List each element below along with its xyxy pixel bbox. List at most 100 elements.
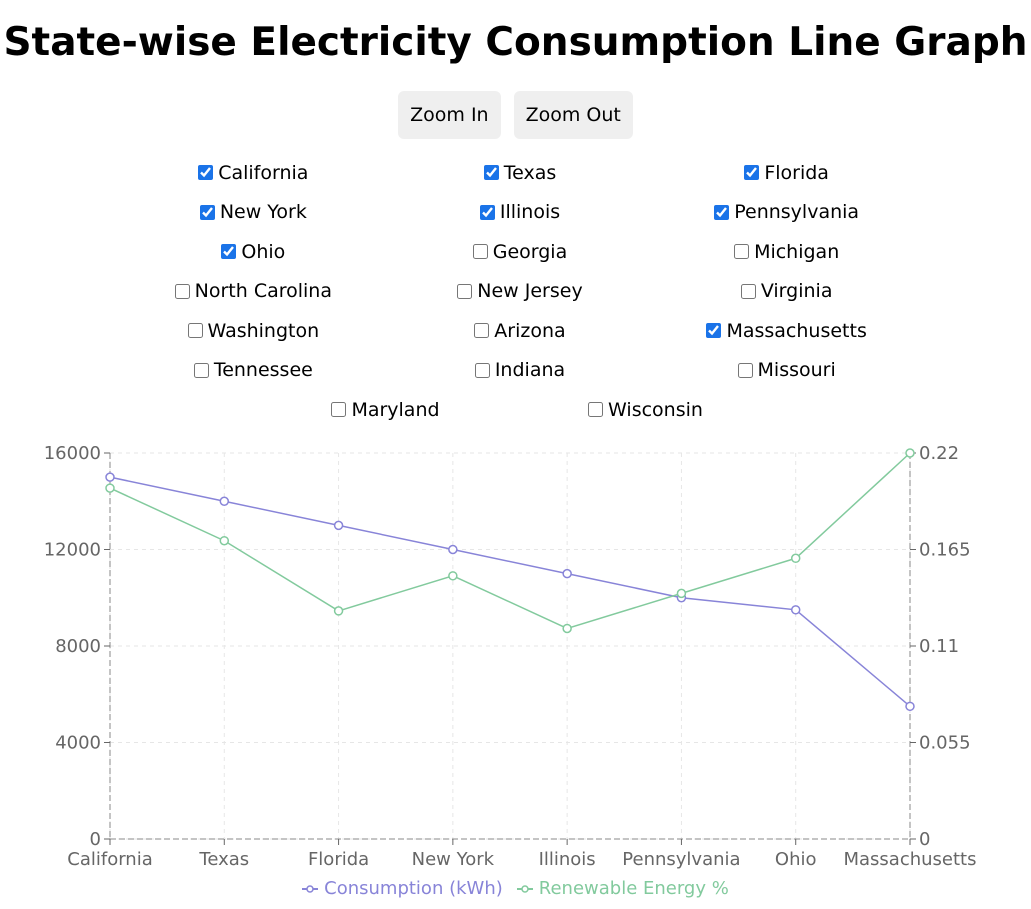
x-tick-label: Florida (308, 849, 369, 870)
state-label: Florida (764, 161, 829, 184)
state-checkbox[interactable] (198, 165, 214, 181)
y-right-tick-label: 0.11 (919, 636, 959, 657)
data-point (219, 535, 230, 546)
state-option[interactable]: Arizona (387, 311, 654, 351)
x-tick-label: California (67, 849, 152, 870)
state-checkbox[interactable] (474, 362, 490, 378)
y-left-tick-label: 12000 (44, 540, 101, 561)
y-left-tick-label: 8000 (55, 636, 101, 657)
state-checkbox[interactable] (221, 244, 237, 260)
state-label: Ohio (241, 240, 286, 263)
state-checkbox[interactable] (457, 283, 473, 299)
data-point (448, 571, 458, 581)
state-checkbox[interactable] (187, 323, 203, 339)
data-point (333, 606, 344, 616)
state-option[interactable]: North Carolina (120, 272, 387, 312)
state-checkbox[interactable] (714, 204, 730, 220)
y-right-tick-label: 0.165 (919, 540, 971, 561)
data-point (333, 520, 344, 531)
line-chart: 0 4000 8000 12000 16000 0 0.055 0.11 0.165 0.22 Ca… (44, 443, 977, 870)
state-label: Arizona (494, 319, 566, 342)
state-checkbox[interactable] (199, 204, 215, 220)
data-point (562, 568, 572, 579)
state-label: Texas (503, 161, 557, 184)
state-label: California (218, 161, 309, 184)
x-tick-label: Texas (198, 849, 249, 870)
state-label: Virginia (760, 280, 833, 303)
legend-item: Consumption (kWh) (302, 878, 503, 899)
state-option[interactable]: Indiana (387, 351, 654, 391)
data-point (219, 496, 230, 506)
state-label: North Carolina (194, 280, 332, 303)
zoom-controls: Zoom In Zoom Out (0, 91, 1031, 139)
state-option[interactable]: Missouri (653, 351, 920, 391)
state-checkbox[interactable] (588, 402, 604, 418)
state-label: Indiana (494, 359, 566, 382)
zoom-in-button[interactable]: Zoom In (398, 91, 501, 139)
legend-label: Renewable Energy % (538, 878, 729, 899)
state-option[interactable]: Washington (120, 311, 387, 351)
state-checkbox[interactable] (174, 283, 190, 299)
zoom-out-button[interactable]: Zoom Out (513, 91, 633, 139)
state-checkbox[interactable] (734, 244, 750, 260)
state-option[interactable]: Pennsylvania (653, 193, 920, 233)
state-option[interactable]: Michigan (653, 232, 920, 272)
y-right-tick-label: 0.22 (919, 443, 959, 464)
state-option[interactable]: Virginia (653, 272, 920, 312)
data-point (790, 605, 801, 615)
y-left-tick-label: 0 (90, 829, 101, 850)
state-checkbox[interactable] (474, 323, 490, 339)
state-filter-last-row: Maryland Wisconsin (0, 390, 1031, 430)
x-tick-label: Illinois (539, 849, 596, 870)
y-left-tick-label: 16000 (44, 443, 101, 464)
state-checkbox[interactable] (483, 165, 499, 181)
state-option[interactable]: Ohio (120, 232, 387, 272)
state-option[interactable]: Massachusetts (653, 311, 920, 351)
x-tick-label: Pennsylvania (622, 849, 740, 870)
state-label: Tennessee (213, 359, 313, 382)
state-checkbox[interactable] (472, 244, 488, 260)
legend-label: Consumption (kWh) (324, 878, 503, 899)
data-point (105, 483, 115, 493)
state-option[interactable]: Tennessee (120, 351, 387, 391)
state-label: Pennsylvania (734, 201, 860, 224)
state-option[interactable]: Wisconsin (556, 390, 736, 430)
state-option[interactable]: California (120, 153, 387, 193)
state-label: New Jersey (477, 280, 583, 303)
state-label: Illinois (499, 201, 561, 224)
state-checkbox[interactable] (744, 165, 760, 181)
state-checkbox[interactable] (740, 283, 756, 299)
x-tick-label: New York (412, 849, 495, 870)
state-label: Wisconsin (608, 398, 703, 421)
legend-line-icon (302, 884, 319, 893)
x-tick-label: Massachusetts (843, 849, 976, 870)
state-option[interactable]: Georgia (387, 232, 654, 272)
y-left-tick-label: 4000 (55, 733, 101, 754)
y-right-tick-label: 0 (919, 829, 930, 850)
state-checkbox[interactable] (479, 204, 495, 220)
data-point (448, 544, 458, 555)
state-checkbox[interactable] (737, 362, 753, 378)
state-option[interactable]: Illinois (387, 193, 654, 233)
state-option[interactable]: Florida (653, 153, 920, 193)
data-point (905, 701, 915, 712)
state-label: Massachusetts (726, 319, 867, 342)
legend-line-icon (516, 884, 533, 893)
state-option[interactable]: New York (120, 193, 387, 233)
data-point (105, 472, 115, 482)
data-point (790, 553, 801, 564)
state-checkbox[interactable] (331, 402, 347, 418)
state-label: Maryland (351, 398, 440, 421)
state-checkbox[interactable] (706, 323, 722, 339)
series-line (109, 476, 911, 707)
series-line (109, 452, 911, 630)
state-checkbox[interactable] (193, 362, 209, 378)
state-option[interactable]: Texas (387, 153, 654, 193)
state-label: New York (219, 201, 307, 224)
state-option[interactable]: New Jersey (387, 272, 654, 312)
chart-legend: Consumption (kWh) Renewable Energy % (0, 878, 1031, 899)
legend-item: Renewable Energy % (516, 878, 729, 899)
state-option[interactable]: Maryland (296, 390, 476, 430)
state-label: Washington (207, 319, 320, 342)
data-point (676, 588, 687, 599)
